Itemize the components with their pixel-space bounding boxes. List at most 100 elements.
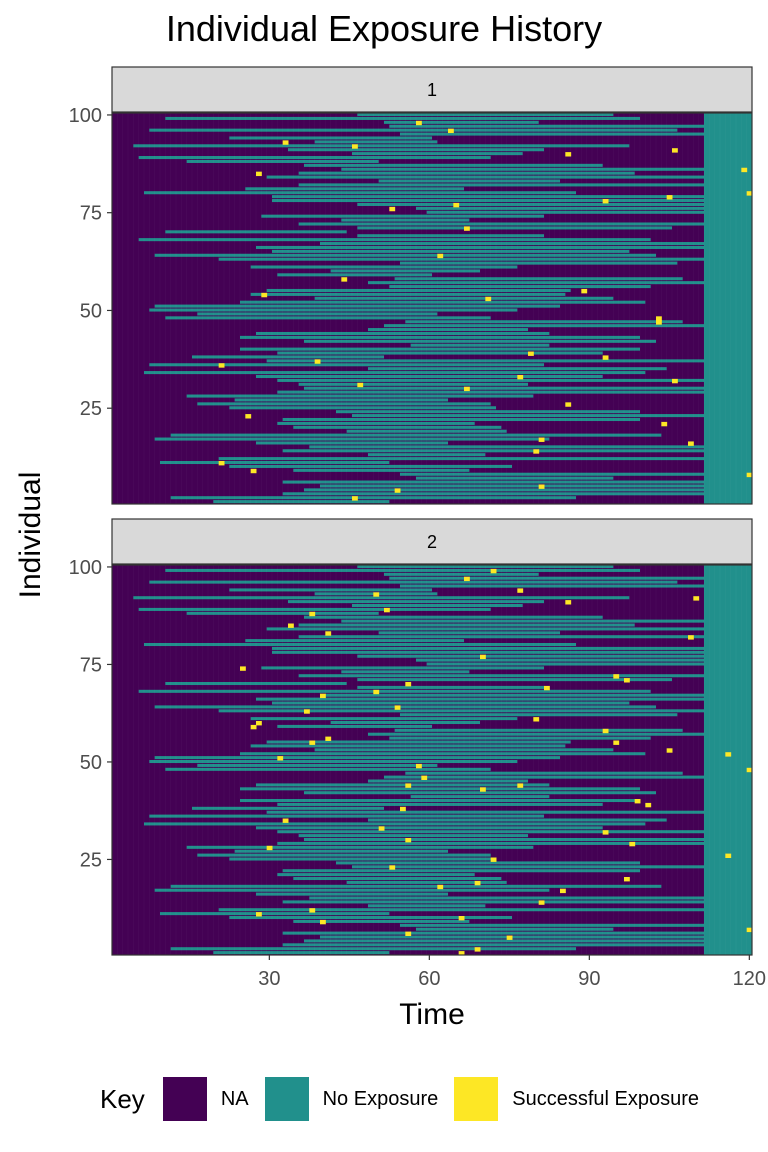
row-observed-period — [272, 195, 752, 199]
row-observed-period — [272, 701, 630, 705]
row-observed-period — [282, 943, 731, 947]
successful-exposure-cell — [437, 884, 444, 890]
successful-exposure-cell — [480, 654, 486, 660]
row-observed-period — [293, 919, 470, 923]
row-observed-period — [357, 565, 614, 569]
row-observed-period — [197, 763, 438, 767]
row-observed-period — [416, 658, 752, 662]
row-observed-period — [298, 623, 635, 627]
successful-exposure-cell — [384, 607, 390, 613]
row-observed-period — [170, 947, 576, 951]
successful-exposure-cell — [352, 496, 358, 501]
row-observed-period — [405, 320, 683, 324]
row-observed-period — [266, 359, 736, 363]
row-observed-period — [298, 222, 742, 226]
successful-exposure-cell — [490, 857, 497, 862]
row-observed-period — [149, 814, 545, 818]
row-observed-period — [341, 167, 752, 171]
row-observed-period — [282, 417, 640, 422]
row-observed-period — [277, 351, 603, 355]
row-observed-period — [352, 152, 523, 156]
successful-exposure-cell — [357, 382, 364, 388]
successful-exposure-cell — [405, 931, 412, 936]
row-observed-period — [368, 281, 752, 285]
row-observed-period — [229, 588, 432, 592]
row-observed-period — [320, 935, 752, 939]
successful-exposure-cell — [746, 472, 753, 478]
row-observed-period — [320, 484, 752, 488]
successful-exposure-cell — [656, 320, 662, 325]
row-observed-period — [368, 367, 667, 371]
y-tick-label: 25 — [80, 849, 102, 871]
successful-exposure-cell — [256, 912, 262, 917]
successful-exposure-cell — [320, 693, 326, 699]
row-observed-period — [304, 339, 656, 343]
row-observed-period — [186, 159, 379, 163]
successful-exposure-cell — [277, 756, 284, 761]
successful-exposure-cell — [309, 611, 316, 617]
successful-exposure-cell — [560, 888, 566, 894]
successful-exposure-cell — [282, 818, 289, 823]
row-observed-period — [368, 779, 528, 783]
row-observed-period — [138, 689, 651, 693]
y-tick-label: 25 — [80, 398, 102, 420]
successful-exposure-cell — [400, 806, 406, 812]
row-observed-period — [213, 951, 390, 955]
successful-exposure-cell — [565, 600, 572, 605]
panel-1-strip — [111, 66, 753, 113]
panel-2: 25 50 75 100 — [69, 518, 753, 956]
successful-exposure-cell — [309, 740, 316, 745]
successful-exposure-cell — [544, 685, 550, 691]
successful-exposure-cell — [506, 935, 513, 940]
row-observed-period — [410, 795, 550, 799]
row-observed-period — [368, 732, 752, 736]
panel-1: 25 50 75 100 — [69, 66, 753, 505]
row-observed-period — [357, 678, 672, 682]
successful-exposure-cell — [458, 916, 465, 921]
row-observed-period — [400, 584, 752, 588]
row-observed-period — [330, 269, 480, 273]
row-observed-period — [144, 643, 576, 647]
row-observed-period — [240, 335, 640, 339]
panel-1-border — [111, 112, 753, 505]
successful-exposure-cell — [325, 631, 332, 636]
row-observed-period — [293, 877, 502, 881]
y-tick-label: 75 — [80, 654, 102, 676]
row-observed-period — [352, 414, 752, 418]
row-observed-period — [384, 120, 539, 124]
successful-exposure-cell — [613, 740, 620, 745]
row-observed-period — [298, 635, 736, 639]
row-observed-period — [400, 472, 715, 476]
row-observed-period — [256, 826, 603, 830]
legend-label-successful-exposure: Successful Exposure — [512, 1087, 699, 1110]
successful-exposure-cell — [602, 728, 609, 734]
successful-exposure-cell — [725, 752, 732, 757]
successful-exposure-cell — [261, 292, 268, 298]
row-observed-period — [352, 865, 752, 869]
row-observed-period — [160, 912, 390, 916]
row-observed-period — [234, 398, 448, 402]
row-observed-period — [341, 619, 752, 623]
row-observed-period — [272, 199, 715, 203]
successful-exposure-cell — [538, 900, 545, 905]
row-observed-period — [266, 740, 571, 744]
row-observed-period — [304, 939, 752, 943]
successful-exposure-cell — [394, 488, 401, 493]
y-tick-label: 50 — [80, 300, 102, 322]
row-observed-period — [256, 331, 550, 336]
row-observed-period — [266, 288, 571, 292]
row-observed-period — [192, 355, 384, 359]
row-observed-period — [368, 904, 486, 908]
successful-exposure-cell — [474, 880, 481, 886]
row-observed-period — [229, 464, 513, 468]
row-observed-period — [240, 787, 640, 791]
row-observed-period — [298, 382, 528, 386]
row-observed-period — [357, 113, 614, 117]
successful-exposure-cell — [314, 359, 321, 364]
row-observed-period — [368, 818, 667, 822]
row-observed-period — [250, 717, 518, 721]
row-observed-period — [320, 693, 752, 697]
legend: Key NA No Exposure Successful Exposure — [100, 1076, 715, 1122]
successful-exposure-cell — [533, 717, 540, 722]
row-observed-period — [149, 760, 518, 764]
